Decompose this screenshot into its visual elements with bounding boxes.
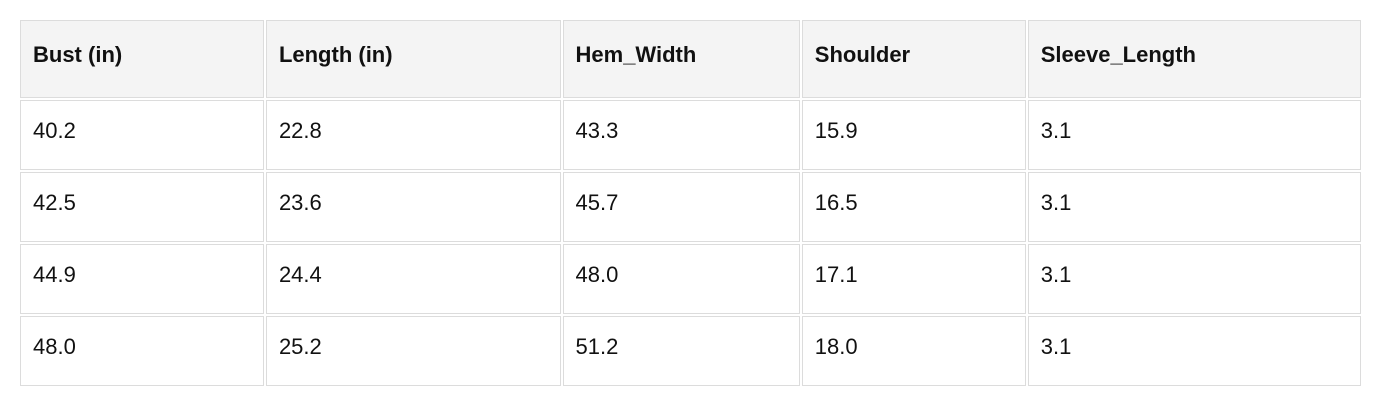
table-cell: 45.7 (562, 172, 800, 242)
table-cell: 44.9 (20, 244, 264, 314)
table-row: 40.2 22.8 43.3 15.9 3.1 (20, 100, 1361, 170)
column-header-sleeve-length: Sleeve_Length (1027, 20, 1361, 98)
table-row: 48.0 25.2 51.2 18.0 3.1 (20, 316, 1361, 386)
table-cell: 51.2 (562, 316, 800, 386)
table-cell: 15.9 (801, 100, 1026, 170)
table-cell: 43.3 (562, 100, 800, 170)
table-cell: 48.0 (562, 244, 800, 314)
column-header-length: Length (in) (265, 20, 561, 98)
header-row: Bust (in) Length (in) Hem_Width Shoulder… (20, 20, 1361, 98)
table-cell: 3.1 (1027, 244, 1361, 314)
table-cell: 3.1 (1027, 316, 1361, 386)
table-cell: 23.6 (265, 172, 561, 242)
table-cell: 25.2 (265, 316, 561, 386)
table-cell: 18.0 (801, 316, 1026, 386)
table-cell: 24.4 (265, 244, 561, 314)
table-cell: 48.0 (20, 316, 264, 386)
table-row: 44.9 24.4 48.0 17.1 3.1 (20, 244, 1361, 314)
table-row: 42.5 23.6 45.7 16.5 3.1 (20, 172, 1361, 242)
table-header: Bust (in) Length (in) Hem_Width Shoulder… (20, 20, 1361, 98)
table-cell: 40.2 (20, 100, 264, 170)
column-header-shoulder: Shoulder (801, 20, 1026, 98)
column-header-bust: Bust (in) (20, 20, 264, 98)
measurements-table: Bust (in) Length (in) Hem_Width Shoulder… (18, 18, 1363, 388)
column-header-hem-width: Hem_Width (562, 20, 800, 98)
table-body: 40.2 22.8 43.3 15.9 3.1 42.5 23.6 45.7 16.5 3.1 44… (20, 100, 1361, 386)
table-cell: 42.5 (20, 172, 264, 242)
table-cell: 3.1 (1027, 100, 1361, 170)
table-cell: 22.8 (265, 100, 561, 170)
table-cell: 3.1 (1027, 172, 1361, 242)
table-cell: 17.1 (801, 244, 1026, 314)
table-cell: 16.5 (801, 172, 1026, 242)
